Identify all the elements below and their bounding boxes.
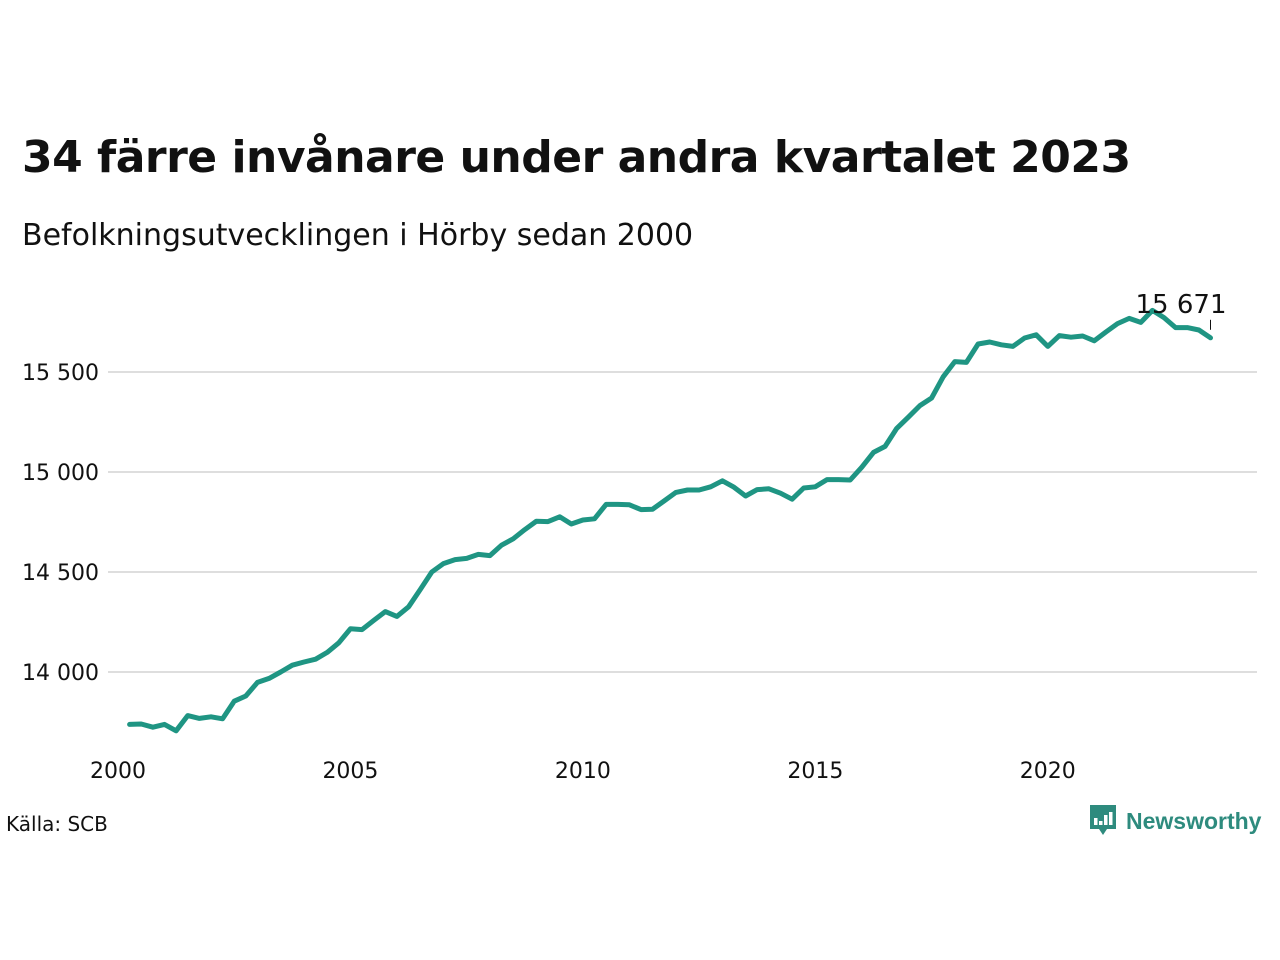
grid-lines	[108, 371, 1257, 673]
annotation-layer: 15 671	[1136, 290, 1227, 330]
y-tick-label: 15 000	[22, 461, 99, 486]
newsworthy-logo-icon	[1090, 805, 1116, 835]
chart-subtitle: Befolkningsutvecklingen i Hörby sedan 20…	[22, 218, 694, 253]
y-axis: 14 000 14 500 15 000 15 500	[22, 361, 99, 686]
y-tick-label: 14 000	[22, 661, 99, 686]
x-tick-label: 2020	[1020, 759, 1076, 784]
chart-title: 34 färre invånare under andra kvartalet …	[22, 132, 1131, 183]
x-tick-label: 2000	[90, 759, 146, 784]
line-chart: 14 000 14 500 15 000 15 500 2000 2005 2010 201…	[22, 290, 1257, 784]
series-line	[127, 307, 1213, 734]
x-tick-label: 2010	[555, 759, 611, 784]
y-tick-label: 15 500	[22, 361, 99, 386]
x-tick-label: 2015	[787, 759, 843, 784]
x-tick-label: 2005	[322, 759, 378, 784]
annotation-label: 15 671	[1136, 290, 1227, 320]
brand-logo: Newsworthy	[1088, 802, 1261, 840]
y-tick-label: 14 500	[22, 561, 99, 586]
x-axis: 2000 2005 2010 2015 2020	[90, 759, 1076, 784]
series-layer	[127, 307, 1213, 734]
brand-name: Newsworthy	[1126, 807, 1262, 834]
source-label: Källa: SCB	[6, 812, 108, 836]
